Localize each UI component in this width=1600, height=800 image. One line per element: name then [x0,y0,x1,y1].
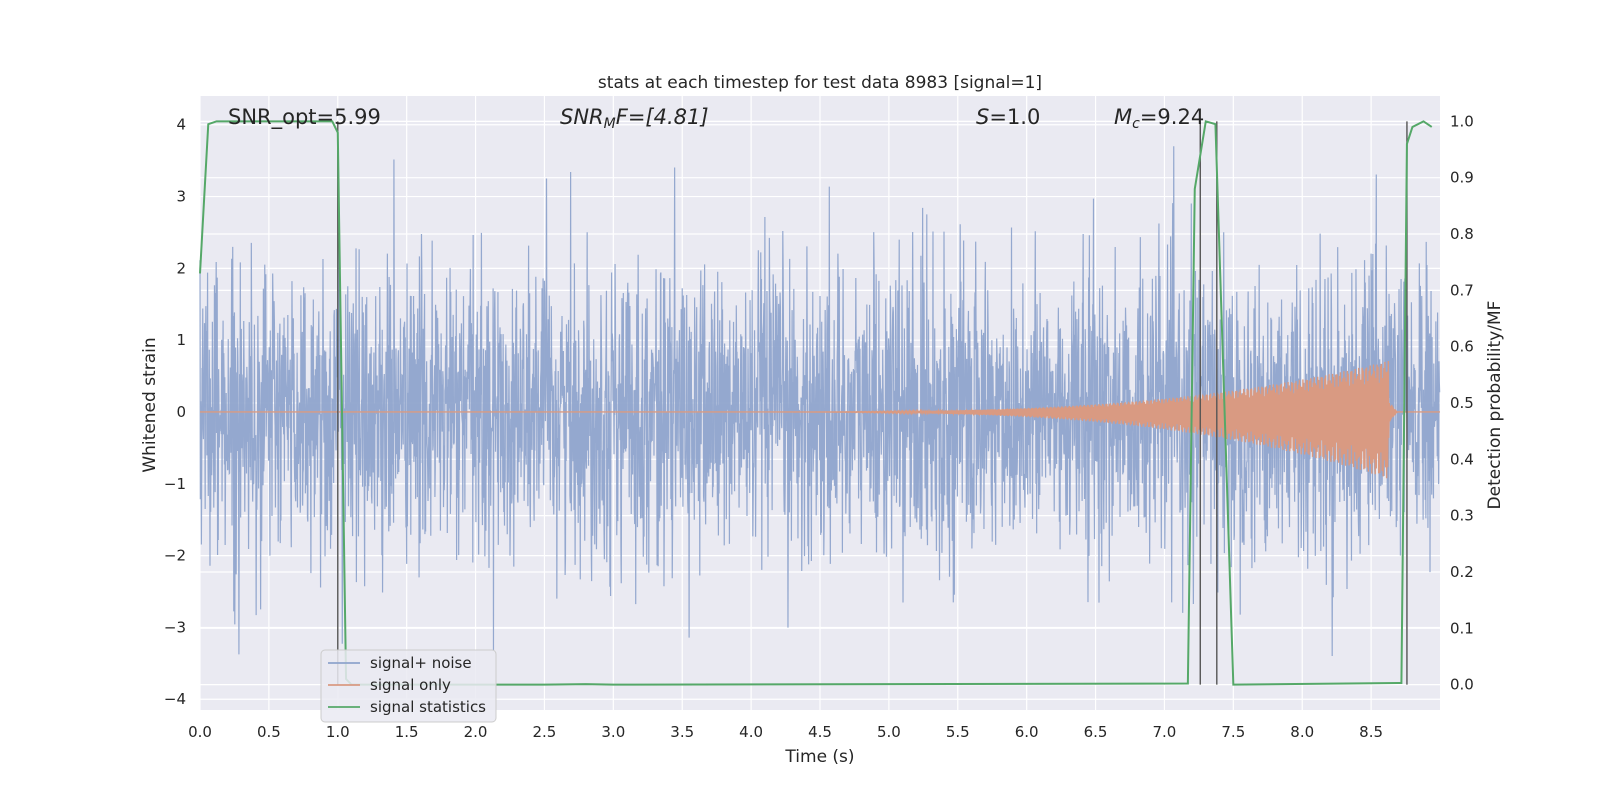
y-tick-label: 0 [176,403,186,421]
legend-box [320,649,497,723]
legend-label-statistics: signal statistics [370,698,486,716]
y-right-tick-label: 0.9 [1450,169,1474,187]
x-tick-label: 7.5 [1221,723,1245,741]
annotation-snr-opt: SNR_opt=5.99 [228,105,381,130]
y-right-tick-label: 0.0 [1450,676,1474,694]
chart-title: stats at each timestep for test data 898… [598,73,1042,93]
signal-statistics-line [199,120,1433,686]
x-tick-label: 5.5 [946,723,970,741]
x-tick-label: 1.0 [326,723,350,741]
detection-markers [337,121,1408,685]
y-tick-label: 3 [176,188,186,206]
y-axis-label: Whitened strain [140,337,160,472]
legend-label-noise: signal+ noise [370,654,472,672]
y-tick-label: −2 [164,547,186,565]
annotation-snr-mf: SNRMF=[4.81] [560,105,709,132]
y-right-tick-label: 0.5 [1450,394,1474,412]
x-tick-label: 1.5 [395,723,419,741]
y-tick-label: −3 [164,618,186,636]
x-tick-label: 2.0 [464,723,488,741]
x-tick-label: 8.0 [1290,723,1314,741]
x-axis-label: Time (s) [784,747,854,767]
y-axis-ticks: 4 3 2 1 0 −1 −2 −3 −4 [164,116,186,709]
legend-label-signal: signal only [370,676,451,694]
annotation-mc: Mc=9.24 [1114,105,1204,132]
signal-only-line [200,360,1440,479]
x-tick-label: 7.0 [1153,723,1177,741]
x-tick-label: 6.5 [1084,723,1108,741]
annotation-s: S=1.0 [976,105,1040,129]
x-tick-label: 6.0 [1015,723,1039,741]
x-tick-label: 3.0 [601,723,625,741]
x-tick-label: 3.5 [670,723,694,741]
x-tick-label: 4.5 [808,723,832,741]
y-right-tick-label: 0.6 [1450,338,1474,356]
signal-only-series [200,360,1440,479]
x-tick-label: 8.5 [1359,723,1383,741]
x-tick-label: 0.5 [257,723,281,741]
y-tick-label: 1 [176,331,186,349]
y-right-tick-label: 0.1 [1450,619,1474,637]
x-tick-label: 4.0 [739,723,763,741]
y-tick-label: 4 [176,116,186,134]
y-tick-label: −1 [164,475,186,493]
y-axis-right-ticks: 1.0 0.9 0.8 0.7 0.6 0.5 0.4 0.3 0.2 0.1 0.0 [1450,112,1474,693]
legend: signal+ noise signal only signal statist… [320,649,497,723]
x-tick-label: 5.0 [877,723,901,741]
y-axis-right-label: Detection probability/MF [1485,301,1505,510]
x-tick-label: 2.5 [533,723,557,741]
y-tick-label: 2 [176,259,186,277]
y-right-tick-label: 0.8 [1450,225,1474,243]
y-right-tick-label: 0.2 [1450,563,1474,581]
x-tick-label: 0.0 [188,723,212,741]
y-right-tick-label: 0.4 [1450,450,1474,468]
x-axis-ticks: 0.0 0.5 1.0 1.5 2.0 2.5 3.0 3.5 4.0 4.5 5.0 5.5 6.0 6… [188,723,1383,741]
signal-statistics-series [199,120,1433,686]
y-right-tick-label: 1.0 [1450,112,1474,130]
y-right-tick-label: 0.3 [1450,507,1474,525]
y-tick-label: −4 [164,690,186,708]
y-right-tick-label: 0.7 [1450,281,1474,299]
